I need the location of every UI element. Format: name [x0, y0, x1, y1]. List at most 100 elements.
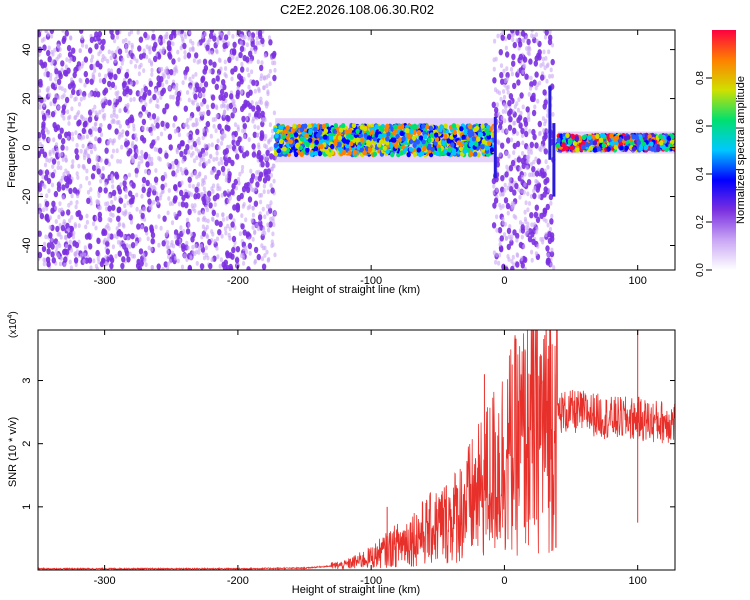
- noise-speck: [164, 103, 170, 110]
- noise-speck: [239, 40, 243, 46]
- noise-speck: [71, 88, 76, 96]
- noise-speck: [138, 155, 142, 161]
- noise-speck: [271, 134, 275, 140]
- band-speck: [341, 149, 347, 156]
- noise-speck: [210, 94, 216, 101]
- noise-speck: [55, 225, 60, 233]
- noise-speck: [271, 52, 276, 59]
- band-speck: [317, 151, 323, 157]
- noise-speck: [239, 90, 244, 96]
- noise-speck: [131, 182, 136, 189]
- noise-speck: [161, 188, 165, 194]
- noise-speck: [196, 59, 200, 65]
- noise-speck: [207, 143, 211, 149]
- noise-speck: [69, 56, 73, 62]
- noise-speck: [107, 123, 112, 130]
- y-tick-label: 0: [21, 144, 33, 150]
- noise-speck: [157, 214, 161, 219]
- band-speck: [329, 135, 334, 141]
- noise-speck: [47, 56, 52, 63]
- noise-speck: [493, 87, 498, 93]
- noise-speck: [543, 133, 548, 140]
- noise-speck: [149, 115, 153, 121]
- noise-speck: [208, 32, 214, 39]
- band-speck: [392, 137, 397, 143]
- band-speck: [344, 129, 349, 135]
- noise-speck: [155, 117, 159, 123]
- noise-speck: [191, 122, 195, 128]
- noise-speck: [118, 197, 124, 204]
- noise-speck: [157, 242, 161, 248]
- noise-speck: [157, 38, 161, 44]
- noise-speck: [189, 85, 193, 90]
- noise-speck: [86, 189, 91, 195]
- noise-speck: [199, 157, 203, 163]
- noise-speck: [216, 254, 220, 259]
- noise-speck: [500, 34, 505, 41]
- noise-speck: [38, 251, 43, 259]
- noise-speck: [187, 265, 192, 270]
- noise-speck: [194, 82, 200, 89]
- noise-speck: [110, 199, 114, 205]
- noise-speck: [64, 235, 68, 241]
- noise-speck: [498, 242, 502, 247]
- noise-speck: [125, 130, 130, 137]
- noise-speck: [514, 215, 518, 220]
- noise-speck: [237, 180, 241, 186]
- x-tick-label: -300: [94, 575, 116, 587]
- noise-speck: [173, 184, 178, 192]
- band-speck: [598, 137, 604, 143]
- noise-speck: [175, 128, 179, 134]
- noise-speck: [132, 56, 137, 61]
- noise-speck: [253, 230, 257, 236]
- noise-speck: [103, 96, 107, 102]
- noise-speck: [66, 44, 72, 52]
- noise-speck: [167, 74, 171, 80]
- noise-speck: [110, 33, 115, 40]
- noise-speck: [151, 139, 156, 146]
- band-speck: [363, 132, 368, 138]
- noise-speck: [67, 178, 73, 185]
- noise-speck: [534, 32, 539, 38]
- noise-speck: [107, 174, 112, 181]
- noise-speck: [524, 73, 529, 80]
- noise-speck: [112, 112, 116, 118]
- snr-series-line: [38, 330, 675, 570]
- noise-speck: [262, 75, 266, 80]
- noise-speck: [240, 223, 245, 230]
- noise-speck: [244, 217, 248, 223]
- noise-speck: [111, 189, 117, 197]
- noise-speck: [509, 67, 514, 72]
- noise-speck: [190, 99, 194, 105]
- noise-speck: [524, 225, 528, 231]
- band-speck: [568, 138, 573, 145]
- noise-speck: [38, 185, 43, 192]
- noise-speck: [192, 86, 197, 92]
- noise-speck: [499, 96, 503, 102]
- noise-speck: [258, 171, 264, 178]
- noise-speck: [259, 134, 264, 141]
- noise-speck: [203, 31, 208, 37]
- band-speck: [370, 129, 375, 135]
- noise-speck: [185, 143, 190, 151]
- noise-speck: [497, 260, 501, 266]
- x-tick-label: 100: [629, 575, 647, 587]
- figure-title: C2E2.2026.108.06.30.R02: [280, 2, 434, 17]
- band-speck: [400, 123, 405, 130]
- noise-speck: [138, 237, 142, 242]
- noise-speck: [520, 30, 526, 37]
- noise-speck: [225, 252, 230, 259]
- noise-speck: [101, 228, 107, 235]
- noise-speck: [504, 171, 509, 178]
- band-speck: [409, 128, 414, 134]
- noise-speck: [262, 177, 268, 184]
- noise-speck: [250, 100, 254, 105]
- band-speck: [468, 151, 474, 157]
- noise-speck: [152, 199, 156, 205]
- noise-speck: [529, 141, 534, 148]
- noise-speck: [50, 182, 55, 188]
- noise-speck: [231, 55, 235, 60]
- noise-speck: [188, 76, 192, 82]
- noise-speck: [500, 175, 505, 182]
- noise-speck: [209, 154, 213, 160]
